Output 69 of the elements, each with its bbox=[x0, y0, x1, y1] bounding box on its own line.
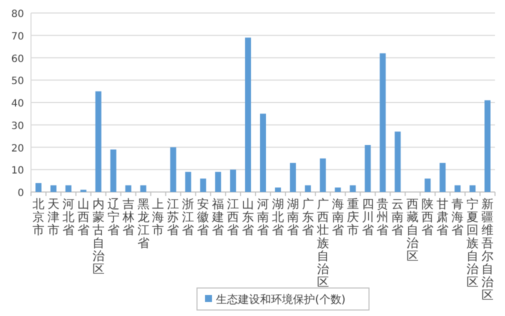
x-tick-label: 福建省 bbox=[211, 197, 224, 237]
x-tick-label: 重庆市 bbox=[346, 197, 359, 237]
bar bbox=[95, 91, 102, 192]
y-tick-label: 10 bbox=[11, 166, 24, 177]
x-tick-label: 广西壮族自治区 bbox=[316, 197, 329, 289]
x-tick-label: 天津市 bbox=[47, 197, 60, 237]
bar bbox=[320, 158, 326, 192]
x-tick-label: 贵州省 bbox=[376, 197, 389, 237]
bar bbox=[350, 185, 356, 192]
x-tick-label: 河南省 bbox=[257, 197, 269, 237]
x-tick-label: 广东省 bbox=[302, 197, 314, 237]
bar bbox=[260, 114, 266, 192]
bar bbox=[245, 38, 252, 192]
bar bbox=[65, 185, 72, 192]
bar bbox=[364, 145, 371, 192]
x-tick-label: 西藏自治区 bbox=[406, 197, 419, 263]
y-tick-label: 30 bbox=[11, 120, 24, 132]
bar bbox=[110, 149, 116, 192]
x-tick-label: 吉林省 bbox=[121, 197, 134, 237]
bar bbox=[230, 170, 236, 192]
bar bbox=[454, 185, 461, 192]
y-tick-label: 60 bbox=[11, 54, 24, 65]
x-tick-label: 宁夏回族自治区 bbox=[466, 197, 479, 289]
x-tick-label: 海南省 bbox=[332, 197, 344, 237]
bar bbox=[125, 185, 132, 192]
x-tick-label: 山西省 bbox=[77, 197, 90, 237]
bar bbox=[200, 178, 206, 192]
bar bbox=[380, 53, 386, 192]
x-tick-label: 甘肃省 bbox=[436, 197, 449, 237]
x-tick-label: 山东省 bbox=[242, 197, 254, 237]
x-tick-label: 上海市 bbox=[152, 197, 164, 237]
bar bbox=[304, 185, 311, 192]
x-tick-label: 河北省 bbox=[62, 197, 74, 237]
y-tick-label: 40 bbox=[11, 98, 24, 110]
y-tick-label: 20 bbox=[11, 143, 24, 154]
bar bbox=[170, 147, 176, 192]
y-tick-label: 50 bbox=[11, 76, 24, 88]
x-tick-label: 江苏省 bbox=[167, 197, 180, 237]
bar bbox=[140, 185, 146, 192]
bar bbox=[274, 188, 281, 192]
x-tick-label: 湖北省 bbox=[272, 197, 284, 237]
x-tick-label: 陕西省 bbox=[422, 197, 434, 237]
bar bbox=[470, 185, 476, 192]
x-tick-label: 辽宁省 bbox=[107, 197, 120, 237]
y-tick-label: 80 bbox=[11, 9, 24, 20]
bar bbox=[424, 178, 431, 192]
x-tick-label: 云南省 bbox=[392, 197, 404, 237]
bar bbox=[290, 162, 296, 192]
y-tick-label: 0 bbox=[18, 188, 24, 199]
bar bbox=[334, 188, 341, 192]
x-tick-label: 北京市 bbox=[32, 197, 44, 237]
bar bbox=[484, 100, 491, 192]
legend-label: 生态建设和环境保护(个数) bbox=[216, 293, 346, 306]
bar bbox=[35, 183, 42, 192]
x-tick-label: 江西省 bbox=[227, 197, 240, 237]
bar bbox=[215, 172, 222, 192]
bar bbox=[50, 185, 56, 192]
bar bbox=[185, 172, 192, 192]
x-tick-label: 安徽省 bbox=[197, 197, 210, 237]
x-tick-label: 黑龙江省 bbox=[137, 197, 150, 250]
x-tick-label: 四川省 bbox=[362, 197, 374, 237]
bar bbox=[394, 132, 401, 192]
x-tick-label: 青海省 bbox=[452, 197, 464, 237]
y-tick-label: 70 bbox=[11, 31, 24, 42]
x-tick-label: 浙江省 bbox=[182, 197, 194, 237]
x-tick-label: 内蒙古自治区 bbox=[92, 197, 104, 276]
bar bbox=[440, 162, 446, 192]
x-tick-label: 新疆维吾尔自治区 bbox=[482, 197, 494, 302]
x-tick-label: 湖南省 bbox=[286, 197, 299, 237]
